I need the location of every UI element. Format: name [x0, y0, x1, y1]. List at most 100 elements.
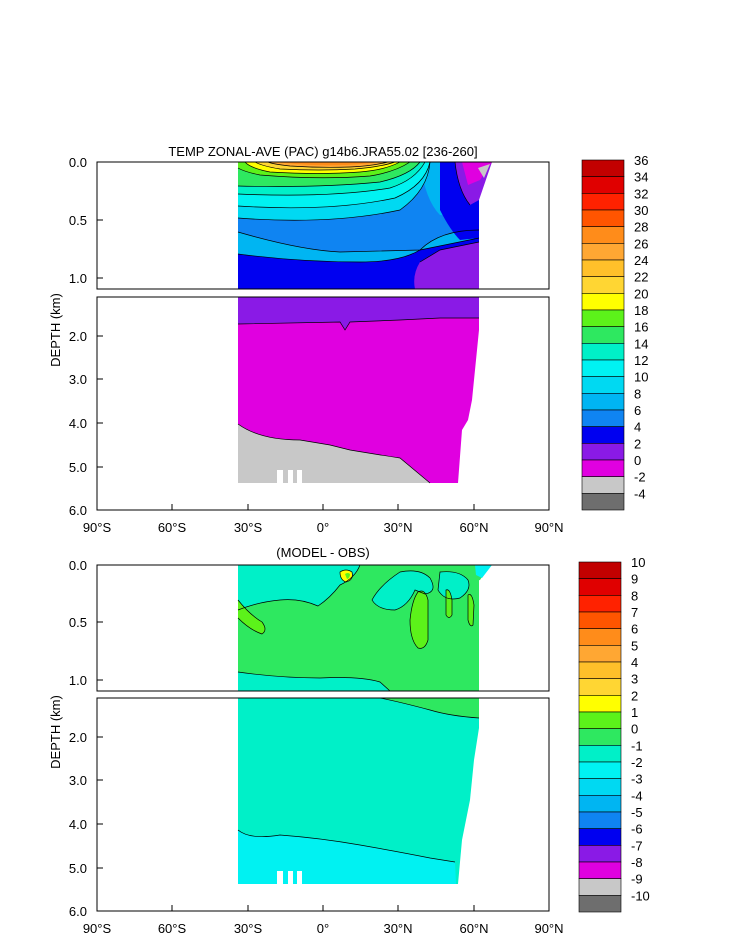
diff-colorbar-label: -8 [631, 855, 643, 870]
temp-colorbar-label: 28 [634, 220, 648, 235]
temp-xtick-label: 90°S [83, 520, 112, 535]
diff-colorbar-label: -5 [631, 805, 643, 820]
diff-xticks: 90°S 60°S 30°S 0° 30°N 60°N 90°N [83, 921, 564, 936]
diff-colorbar-label: 7 [631, 605, 638, 620]
diff-colorbar-label: -10 [631, 888, 650, 903]
temp-colorbar-swatch [581, 209, 625, 227]
diff-colorbar-label: 10 [631, 555, 645, 570]
temp-colorbar-swatch [581, 176, 625, 194]
temp-xtick-label: 90°N [534, 520, 563, 535]
diff-xtick-label: 60°S [158, 921, 187, 936]
diff-xtick-label: 90°S [83, 921, 112, 936]
diff-xtick-label: 0° [317, 921, 329, 936]
temp-upper-frame [96, 161, 550, 290]
temp-colorbar-swatch [581, 309, 625, 327]
diff-colorbar-label: 9 [631, 572, 638, 587]
diff-colorbar-label: 3 [631, 672, 638, 687]
diff-colorbar-swatch [578, 861, 622, 879]
diff-colorbar-swatch [578, 895, 622, 913]
diff-colorbar-swatch [578, 795, 622, 813]
temp-colorbar-label: 30 [634, 203, 648, 218]
diff-colorbar-swatch [578, 828, 622, 846]
temp-xtick-label: 30°N [383, 520, 412, 535]
diff-colorbar-label: 4 [631, 655, 638, 670]
temp-colorbar-label: 24 [634, 253, 648, 268]
temp-colorbar-label: 16 [634, 320, 648, 335]
temp-colorbar-swatch [581, 409, 625, 427]
diff-colorbar-label: 1 [631, 705, 638, 720]
diff-colorbar-swatch [578, 728, 622, 746]
diff-chart-title: (MODEL - OBS) [276, 545, 369, 560]
temp-xtick-label: 60°S [158, 520, 187, 535]
temp-colorbar-swatch [581, 193, 625, 211]
diff-colorbar-swatch [578, 611, 622, 629]
temp-colorbar-swatch [581, 376, 625, 394]
temp-colorbar-label: 8 [634, 386, 641, 401]
diff-colorbar-swatch [578, 711, 622, 729]
diff-colorbar-label: 5 [631, 638, 638, 653]
temp-colorbar-label: 14 [634, 336, 648, 351]
diff-colorbar-label: 2 [631, 688, 638, 703]
temp-colorbar-swatch [581, 426, 625, 444]
temp-xtick-label: 60°N [459, 520, 488, 535]
diff-ytick-label: 2.0 [69, 730, 87, 745]
temp-colorbar-swatch [581, 259, 625, 277]
temp-colorbar-label: 2 [634, 436, 641, 451]
diff-ytick-label: 0.0 [69, 558, 87, 573]
diff-colorbar-swatch [578, 561, 622, 579]
temp-colorbar-swatch [581, 476, 625, 494]
diff-xtick-label: 30°S [234, 921, 263, 936]
diff-ytick-label: 5.0 [69, 861, 87, 876]
temp-colorbar-swatch [581, 443, 625, 461]
temp-colorbar-label: 36 [634, 153, 648, 168]
temp-upper-field [237, 161, 492, 289]
temp-colorbar-label: 26 [634, 236, 648, 251]
temp-colorbar-label: -4 [634, 486, 646, 501]
diff-colorbar-swatch [578, 678, 622, 696]
diff-colorbar-swatch [578, 745, 622, 763]
temp-colorbar-label: 0 [634, 453, 641, 468]
temp-colorbar-swatch [581, 493, 625, 511]
diff-colorbar-label: -6 [631, 822, 643, 837]
diff-colorbar-swatch [578, 695, 622, 713]
temp-colorbar-swatch [581, 459, 625, 477]
diff-colorbar-label: 6 [631, 622, 638, 637]
diff-upper-field [237, 564, 492, 692]
temp-tick-marks [97, 219, 475, 510]
temp-yticks-upper: 0.0 0.5 1.0 [69, 155, 87, 286]
temp-ytick-label: 4.0 [69, 416, 87, 431]
diff-ytick-label: 4.0 [69, 817, 87, 832]
diff-xtick-label: 30°N [383, 921, 412, 936]
diff-colorbar-swatch [578, 578, 622, 596]
diff-colorbar-swatch [578, 645, 622, 663]
temp-colorbar-label: -2 [634, 470, 646, 485]
diff-colorbar-label: -4 [631, 788, 643, 803]
temp-xtick-label: 30°S [234, 520, 263, 535]
diff-upper-frame [96, 564, 550, 692]
temp-colorbar-swatch [581, 243, 625, 261]
temp-colorbar-label: 6 [634, 403, 641, 418]
diff-lower-field [237, 697, 480, 884]
diff-tick-marks [97, 621, 475, 911]
temp-ytick-label: 1.0 [69, 271, 87, 286]
diff-colorbar-swatch [578, 761, 622, 779]
diff-ytick-label: 6.0 [69, 904, 87, 919]
temp-colorbar-label: 34 [634, 170, 648, 185]
diff-colorbar-swatch [578, 778, 622, 796]
temp-colorbar-swatch [581, 276, 625, 294]
temp-ytick-label: 5.0 [69, 460, 87, 475]
temp-xtick-label: 0° [317, 520, 329, 535]
temp-colorbar-swatch [581, 293, 625, 311]
diff-ylabel: DEPTH (km) [48, 695, 63, 769]
temp-yticks-lower: 2.0 3.0 4.0 5.0 6.0 [69, 329, 87, 518]
diff-xtick-label: 60°N [459, 921, 488, 936]
temp-colorbar-swatch [581, 393, 625, 411]
temp-ylabel: DEPTH (km) [48, 293, 63, 367]
diff-colorbar-label: -3 [631, 772, 643, 787]
temp-xticks: 90°S 60°S 30°S 0° 30°N 60°N 90°N [83, 520, 564, 535]
diff-yticks-upper: 0.0 0.5 1.0 [69, 558, 87, 688]
diff-colorbar-swatch [578, 628, 622, 646]
temp-colorbar-label: 20 [634, 286, 648, 301]
